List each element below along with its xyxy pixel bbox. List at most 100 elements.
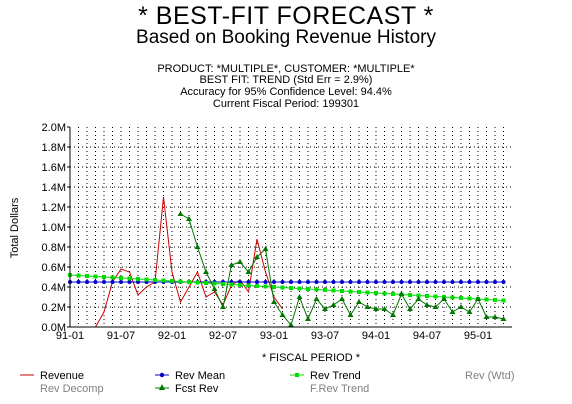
data-point [390, 312, 396, 317]
data-point [492, 314, 498, 319]
data-point [365, 280, 370, 284]
data-point [119, 276, 123, 280]
data-point [211, 286, 218, 291]
y-tick-label: 0.8M [42, 242, 66, 254]
y-tick-label: 0.6M [42, 262, 66, 274]
data-point [467, 296, 472, 301]
data-point [237, 259, 243, 264]
data-point [296, 294, 303, 299]
data-point [323, 288, 327, 292]
data-point [348, 289, 353, 294]
data-point [93, 280, 98, 284]
data-point [127, 280, 132, 284]
data-point [178, 279, 183, 284]
data-point [391, 292, 395, 296]
data-point [425, 294, 429, 298]
x-tick-label: 94-01 [362, 330, 390, 342]
data-point [339, 296, 345, 301]
data-point [348, 280, 353, 284]
data-point [484, 280, 489, 284]
data-point [433, 280, 438, 284]
data-point [450, 295, 455, 300]
data-point [408, 280, 412, 284]
data-point [161, 278, 166, 283]
data-point [238, 283, 242, 287]
data-point [186, 216, 192, 221]
data-point [289, 286, 293, 290]
data-point [382, 291, 387, 296]
data-point [203, 269, 209, 274]
data-point [459, 280, 463, 284]
x-axis-title: * FISCAL PERIOD * [262, 352, 361, 364]
data-point [493, 280, 497, 284]
data-point [357, 290, 361, 294]
data-point [467, 280, 472, 284]
data-point [279, 312, 286, 317]
data-point [432, 304, 439, 309]
data-point [170, 279, 174, 283]
legend-label: F.Rev Trend [310, 383, 369, 395]
data-point [228, 262, 235, 267]
data-point [374, 291, 378, 295]
data-point [306, 287, 310, 291]
data-point [415, 296, 422, 301]
data-point [356, 299, 362, 304]
data-point [441, 296, 447, 301]
data-point [501, 298, 506, 303]
data-point [93, 274, 98, 279]
info-current-period: Current Fiscal Period: 199301 [212, 98, 360, 110]
data-point [153, 278, 157, 282]
data-point [136, 277, 140, 281]
data-point [442, 280, 446, 284]
data-point [416, 293, 421, 298]
legend-label: Rev Trend [310, 370, 361, 382]
data-point [187, 280, 191, 284]
data-point [85, 280, 89, 284]
data-point [398, 291, 405, 296]
data-point [425, 280, 429, 284]
data-point [500, 316, 507, 321]
data-point [263, 280, 268, 284]
data-point [280, 280, 285, 284]
data-point [449, 309, 456, 314]
data-point [306, 280, 310, 284]
legend-label: Fcst Rev [175, 383, 219, 395]
data-point [313, 296, 320, 301]
data-point [501, 280, 506, 284]
data-point [271, 299, 277, 304]
legend-marker [159, 384, 165, 390]
data-point [407, 306, 413, 311]
x-tick-label: 91-01 [56, 330, 84, 342]
data-point [399, 280, 404, 284]
data-point [381, 306, 388, 311]
data-point [229, 282, 234, 287]
data-point [433, 294, 438, 299]
y-tick-label: 1.8M [42, 142, 66, 154]
y-tick-label: 1.4M [42, 182, 66, 194]
data-point [262, 246, 269, 251]
data-point [195, 280, 200, 285]
data-point [288, 322, 294, 327]
y-tick-label: 0.2M [42, 302, 66, 314]
data-point [322, 306, 328, 311]
x-tick-label: 92-07 [209, 330, 237, 342]
data-point [289, 280, 293, 284]
data-point [391, 280, 395, 284]
data-point [305, 316, 311, 321]
x-tick-label: 94-07 [413, 330, 441, 342]
chart-title: * BEST-FIT FORECAST * [138, 2, 434, 30]
data-point [246, 280, 251, 284]
data-point [475, 296, 481, 301]
data-point [177, 211, 184, 216]
legend-label: Rev Decomp [40, 383, 104, 395]
x-tick-label: 92-01 [158, 330, 186, 342]
x-tick-label: 91-07 [107, 330, 135, 342]
data-point [450, 280, 455, 284]
data-point [76, 280, 81, 284]
data-point [382, 280, 387, 284]
data-point [347, 312, 354, 317]
data-point [246, 283, 251, 288]
data-point [119, 280, 123, 284]
x-tick-label: 95-01 [464, 330, 492, 342]
